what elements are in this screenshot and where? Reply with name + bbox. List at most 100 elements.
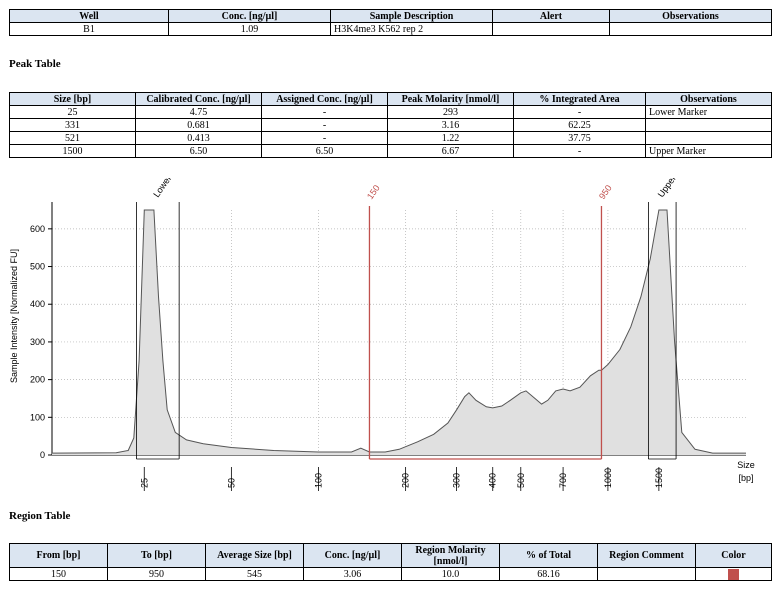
assigned-conc-cell: 6.50 — [261, 144, 388, 158]
from-header: From [bp] — [9, 543, 108, 568]
region-molarity-cell: 10.0 — [401, 567, 500, 581]
conc-cell: 1.09 — [168, 22, 331, 36]
peak-molarity-cell: 6.67 — [387, 144, 514, 158]
calibrated-conc-cell: 0.681 — [135, 118, 262, 132]
alert-cell — [492, 22, 610, 36]
well-table: Well Conc. [ng/µl] Sample Description Al… — [9, 9, 772, 36]
size-cell: 521 — [9, 131, 136, 145]
table-row: 331 0.681 - 3.16 62.25 — [9, 118, 772, 132]
y-tick-label: 500 — [30, 262, 45, 272]
to-cell: 950 — [107, 567, 206, 581]
observations-header: Observations — [609, 9, 772, 23]
y-tick-label: 400 — [30, 299, 45, 309]
assigned-conc-cell: - — [261, 131, 388, 145]
size-cell: 1500 — [9, 144, 136, 158]
size-header: Size [bp] — [9, 92, 136, 106]
integrated-area-cell: 37.75 — [513, 131, 646, 145]
assigned-conc-cell: - — [261, 118, 388, 132]
size-cell: 331 — [9, 118, 136, 132]
table-row: B1 1.09 H3K4me3 K562 rep 2 — [9, 22, 772, 36]
region-comment-header: Region Comment — [597, 543, 696, 568]
observations-cell — [609, 22, 772, 36]
region-color-swatch — [728, 568, 739, 580]
region-table-title: Region Table — [9, 510, 71, 522]
x-tick-label: 1500 — [654, 468, 664, 488]
region-table: From [bp] To [bp] Average Size [bp] Conc… — [9, 543, 772, 581]
marker-label: Lower — [151, 178, 173, 199]
sample-description-cell: H3K4me3 K562 rep 2 — [330, 22, 493, 36]
peak-molarity-cell: 3.16 — [387, 118, 514, 132]
table-row: 150 950 545 3.06 10.0 68.16 — [9, 567, 772, 581]
y-axis: 0 100 200 300 400 500 600 — [30, 202, 53, 460]
color-cell — [695, 567, 772, 581]
assigned-conc-header: Assigned Conc. [ng/µl] — [261, 92, 388, 106]
alert-header: Alert — [492, 9, 610, 23]
region-from-label: 150 — [365, 183, 382, 201]
x-tick-label: 1000 — [603, 468, 613, 488]
integrated-area-cell: - — [513, 144, 646, 158]
percent-total-header: % of Total — [499, 543, 598, 568]
trace-line — [51, 209, 746, 454]
y-tick-label: 0 — [40, 450, 45, 460]
region-table-header-row: From [bp] To [bp] Average Size [bp] Conc… — [9, 543, 772, 568]
from-cell: 150 — [9, 567, 108, 581]
peak-observations-cell — [645, 118, 772, 132]
y-tick-label: 100 — [30, 412, 45, 422]
x-tick-label: 500 — [516, 473, 526, 488]
x-tick-label: 700 — [558, 473, 568, 488]
electropherogram-chart: 0 100 200 300 400 500 600 25 50 100 200 300 400 500 7… — [9, 178, 755, 491]
calibrated-conc-cell: 4.75 — [135, 105, 262, 119]
peak-observations-header: Observations — [645, 92, 772, 106]
peak-table-title: Peak Table — [9, 58, 61, 70]
table-row: 25 4.75 - 293 - Lower Marker — [9, 105, 772, 119]
size-cell: 25 — [9, 105, 136, 119]
annotation-layer: Lower Upper 150 950 — [136, 178, 678, 460]
integrated-area-cell: 62.25 — [513, 118, 646, 132]
peak-table: Size [bp] Calibrated Conc. [ng/µl] Assig… — [9, 92, 772, 158]
x-axis: 25 50 100 200 300 400 500 700 1000 1500 — [52, 454, 746, 491]
integrated-area-header: % Integrated Area — [513, 92, 646, 106]
region-conc-header: Conc. [ng/µl] — [303, 543, 402, 568]
calibrated-conc-cell: 0.413 — [135, 131, 262, 145]
peak-observations-cell: Upper Marker — [645, 144, 772, 158]
x-tick-label: 100 — [313, 473, 323, 488]
x-tick-label: 25 — [139, 478, 149, 488]
color-header: Color — [695, 543, 772, 568]
y-axis-label: Sample Intensity [Normalized FU] — [9, 249, 19, 383]
average-size-cell: 545 — [205, 567, 304, 581]
y-tick-label: 200 — [30, 375, 45, 385]
table-row: 521 0.413 - 1.22 37.75 — [9, 131, 772, 145]
x-tick-label: 300 — [452, 473, 462, 488]
y-tick-label: 600 — [30, 224, 45, 234]
sample-description-header: Sample Description — [330, 9, 493, 23]
trace-fill — [52, 210, 746, 455]
x-tick-label: 200 — [401, 473, 411, 488]
well-header: Well — [9, 9, 169, 23]
conc-header: Conc. [ng/µl] — [168, 9, 331, 23]
peak-molarity-cell: 293 — [387, 105, 514, 119]
table-row: 1500 6.50 6.50 6.67 - Upper Marker — [9, 144, 772, 158]
region-conc-cell: 3.06 — [303, 567, 402, 581]
x-tick-label: 50 — [226, 478, 236, 488]
peak-molarity-header: Peak Molarity [nmol/l] — [387, 92, 514, 106]
well-table-header-row: Well Conc. [ng/µl] Sample Description Al… — [9, 9, 772, 23]
peak-table-header-row: Size [bp] Calibrated Conc. [ng/µl] Assig… — [9, 92, 772, 106]
x-axis-label-line-2: [bp] — [738, 473, 753, 483]
y-tick-label: 300 — [30, 337, 45, 347]
region-comment-cell — [597, 567, 696, 581]
average-size-header: Average Size [bp] — [205, 543, 304, 568]
marker-label: Upper — [656, 178, 678, 199]
integrated-area-cell: - — [513, 105, 646, 119]
calibrated-conc-cell: 6.50 — [135, 144, 262, 158]
calibrated-conc-header: Calibrated Conc. [ng/µl] — [135, 92, 262, 106]
trace-layer — [51, 209, 746, 455]
x-tick-label: 400 — [488, 473, 498, 488]
x-axis-label-line-1: Size — [737, 460, 755, 470]
peak-observations-cell — [645, 131, 772, 145]
percent-total-cell: 68.16 — [499, 567, 598, 581]
assigned-conc-cell: - — [261, 105, 388, 119]
peak-molarity-cell: 1.22 — [387, 131, 514, 145]
well-cell: B1 — [9, 22, 169, 36]
to-header: To [bp] — [107, 543, 206, 568]
peak-observations-cell: Lower Marker — [645, 105, 772, 119]
